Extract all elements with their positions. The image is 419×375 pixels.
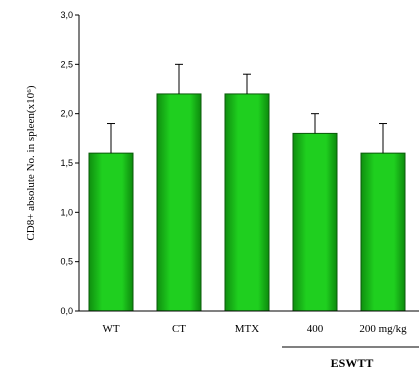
y-axis-label: CD8+ absolute No. in spleen(x10⁶) — [25, 85, 37, 240]
y-tick-label: 1,5 — [60, 158, 73, 168]
x-tick-label: CT — [172, 323, 186, 335]
y-tick-label: 0,5 — [60, 257, 73, 267]
y-tick-label: 0,0 — [60, 306, 73, 316]
y-tick-label: 2,0 — [60, 109, 73, 119]
bar — [360, 152, 406, 312]
y-axis: 0,0 0,5 1,0 1,5 2,0 2,5 3,0 — [60, 10, 80, 316]
y-tick-label: 3,0 — [60, 10, 73, 20]
x-tick-label: WT — [102, 323, 119, 335]
bars — [88, 63, 406, 312]
x-tick-label: 400 — [307, 323, 324, 335]
group-label: ESWTT — [331, 356, 374, 370]
bar — [88, 152, 134, 312]
y-tick-label: 1,0 — [60, 207, 73, 217]
x-tick-label: MTX — [235, 323, 260, 335]
bar — [156, 93, 202, 312]
bar — [224, 93, 270, 312]
y-tick-label: 2,5 — [60, 59, 73, 69]
bar — [292, 132, 338, 312]
x-axis: WT CT MTX 400 200 mg/kg — [79, 310, 419, 335]
x-tick-label: 200 mg/kg — [359, 323, 407, 335]
